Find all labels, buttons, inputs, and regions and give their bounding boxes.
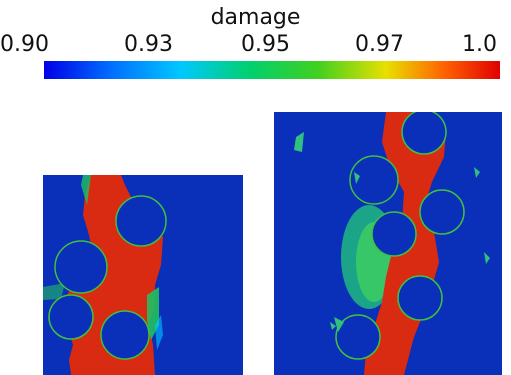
colorbar-tick-3: 0.97: [355, 32, 404, 57]
colorbar-tick-2: 0.95: [241, 32, 290, 57]
colorbar-tick-1: 0.93: [124, 32, 173, 57]
colorbar-tick-0: 0.90: [0, 32, 49, 57]
colorbar-tick-4: 1.0: [462, 32, 497, 57]
colorbar: [44, 61, 500, 79]
damage-field-right: [274, 112, 502, 375]
colorbar-title: damage: [210, 5, 301, 30]
damage-field-left: [43, 175, 243, 375]
